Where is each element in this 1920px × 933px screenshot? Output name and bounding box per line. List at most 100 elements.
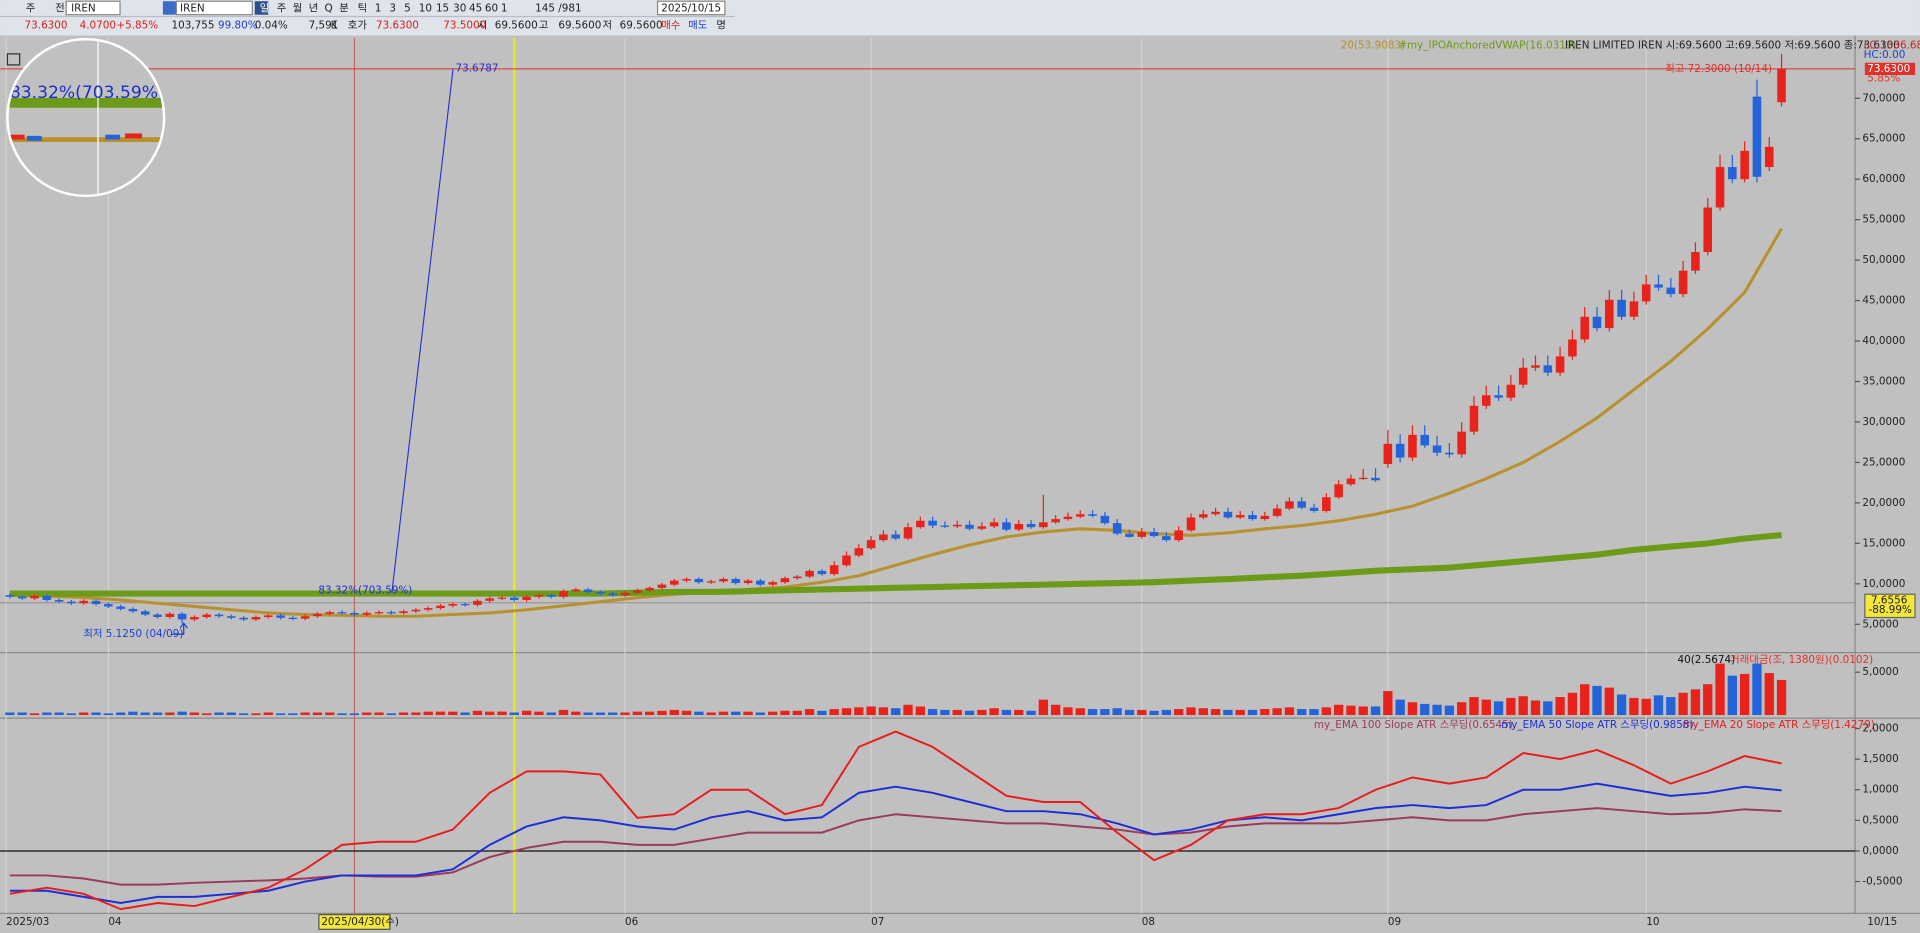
candle-body [522, 596, 531, 601]
legend-entry: 거래대금(조, 1380원)(0.0102) [1730, 654, 1873, 666]
volume-bar [1038, 699, 1049, 716]
layers: 2025/03 04 2025/04/30(수) 06 07 08 09 10 5,0000 10… [0, 37, 1920, 930]
candle-body [30, 595, 39, 599]
volume-bar [1112, 708, 1122, 716]
candle-body [1752, 96, 1762, 177]
date-box[interactable] [656, 0, 726, 16]
candle-body [559, 591, 568, 597]
panel-icon[interactable] [6, 53, 21, 66]
last-price-label: 73.6300 [1867, 63, 1910, 75]
symbol-box[interactable] [65, 0, 121, 16]
y-tick-label: -0,5000 [1862, 876, 1902, 888]
volume-bar [54, 712, 64, 716]
legend-entry: 20(53.9083) [1341, 39, 1405, 51]
volume-bar [1063, 707, 1073, 716]
quote-field: 고 [539, 20, 549, 32]
volume-bar [1210, 709, 1221, 716]
volume-bar [79, 712, 89, 716]
candle-body [1481, 395, 1491, 406]
volume-bar [1370, 706, 1381, 716]
volume-bar [1075, 708, 1085, 716]
candle-body [1518, 367, 1528, 385]
y-tick-label: 35,0000 [1862, 376, 1905, 388]
candle-body [1715, 167, 1725, 208]
candle-body [977, 526, 987, 529]
candle-body [1174, 530, 1183, 541]
volume-bar [398, 712, 409, 716]
volume-bar [1395, 699, 1405, 716]
candle-body [534, 595, 544, 597]
y-tick-label: 45,0000 [1862, 295, 1905, 307]
volume-bar [804, 709, 815, 716]
volume-bar [1124, 709, 1135, 716]
volume-bar [1321, 707, 1331, 716]
volume-bar [1051, 704, 1061, 716]
volume-bar [1001, 709, 1012, 716]
candle-body [214, 614, 224, 617]
volume-bar [374, 712, 384, 716]
volume-bar [964, 710, 975, 716]
volume-bar [558, 709, 569, 716]
toolbar-item: IREN [71, 3, 96, 15]
candle-body [1666, 287, 1676, 295]
toolbar-item: 45 [469, 3, 482, 15]
candle-body [1223, 511, 1233, 518]
candle-body [374, 612, 384, 614]
quote-field: 73.6300 [25, 20, 68, 32]
period-day[interactable] [254, 1, 269, 15]
quote-field: 69.5600 [495, 20, 538, 32]
volume-bar [152, 712, 163, 716]
candle-body [1506, 384, 1516, 398]
volume-bar [1493, 701, 1504, 716]
y-tick-label: 70,0000 [1862, 92, 1905, 104]
candle-body [1260, 515, 1270, 520]
volume-bar [251, 713, 261, 716]
name-box[interactable] [175, 0, 253, 16]
y-tick-label: 10,0000 [1862, 578, 1905, 590]
candle-body [190, 617, 199, 620]
candle-body [903, 527, 913, 539]
quote-field: 호가 [348, 20, 368, 32]
high-note: 최고 72.3000 (10/14) [1665, 63, 1772, 75]
magnified-ma [7, 137, 165, 143]
volume-bar [989, 708, 999, 716]
candle-body [1777, 68, 1786, 103]
candle-body [756, 580, 765, 585]
volume-bar [1235, 709, 1245, 716]
magnifier: 83.32%(703.59%) [6, 37, 166, 198]
volume-bar [1666, 697, 1676, 716]
volume-bar [1776, 679, 1787, 716]
volume-bar [1616, 694, 1627, 716]
volume-bar [1481, 699, 1491, 716]
volume-bar [1432, 704, 1442, 716]
candle-body [1075, 514, 1085, 517]
quote-field: 99.80% [218, 20, 258, 32]
candle-body [1125, 533, 1134, 537]
candle-body [1469, 405, 1479, 432]
chart-title: IREN LIMITED IREN 시:69.5600 고:69.5600 저:… [1565, 39, 1900, 51]
y-tick-label: 0,0000 [1862, 845, 1898, 857]
candle-body [620, 592, 630, 596]
candle-body [596, 591, 605, 594]
candle-body [473, 600, 482, 605]
candle-body [583, 589, 593, 592]
candle-body [1432, 445, 1442, 453]
candle-body [362, 612, 371, 615]
volume-bar [1026, 710, 1036, 716]
volume-bar [1530, 700, 1541, 716]
toolbar-item: 주 [277, 3, 287, 15]
volume-bar [1567, 692, 1578, 716]
toolbar-item: 일 [260, 2, 270, 15]
toolbar-item: 15 [436, 3, 449, 15]
candle-body [5, 595, 15, 597]
toolbar-item: 전 [55, 3, 65, 15]
candle-body [546, 595, 556, 597]
candle-body [1100, 515, 1110, 524]
candle-body [989, 522, 999, 527]
magnified-vwap [7, 97, 165, 108]
volume-bar [115, 712, 126, 716]
na-icon[interactable] [162, 1, 177, 15]
candle-body [829, 565, 839, 575]
volume-bar [300, 712, 310, 716]
volume-bar [1739, 673, 1750, 716]
